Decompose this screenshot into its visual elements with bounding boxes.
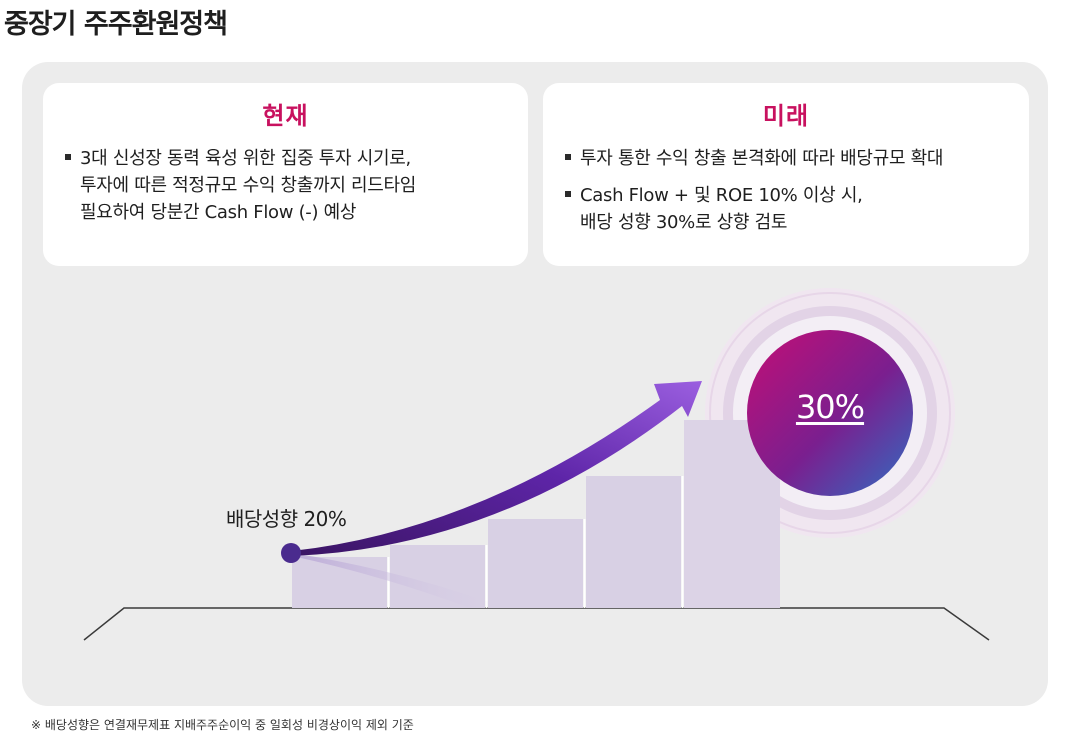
future-bullet-text: Cash Flow + 및 ROE 10% 이상 시, 배당 성향 30%로 상… [580, 185, 863, 233]
current-bullet-text: 3대 신성장 동력 육성 위한 집중 투자 시기로, 투자에 따른 적정규모 수… [80, 148, 417, 223]
arrow-shadow [292, 553, 500, 608]
target-payout-label: 30% [795, 388, 865, 426]
current-card: 현재 3대 신성장 동력 육성 위한 집중 투자 시기로, 투자에 따른 적정규… [43, 83, 528, 266]
square-bullet-icon [65, 154, 71, 160]
bar-3 [488, 519, 583, 608]
future-bullet-text: 투자 통한 수익 창출 본격화에 따라 배당규모 확대 [580, 148, 944, 169]
halo-outer-line [709, 292, 951, 534]
square-bullet-icon [565, 191, 571, 197]
list-item: Cash Flow + 및 ROE 10% 이상 시, 배당 성향 30%로 상… [565, 182, 1019, 236]
square-bullet-icon [565, 154, 571, 160]
footnote: ※ 배당성향은 연결재무제표 지배주주순이익 중 일회성 비경상이익 제외 기준 [31, 718, 414, 732]
list-item: 투자 통한 수익 창출 본격화에 따라 배당규모 확대 [565, 145, 1019, 172]
page-title: 중장기 주주환원정책 [4, 9, 228, 40]
bar-4 [586, 476, 681, 608]
current-card-title: 현재 [262, 102, 309, 130]
future-card-title: 미래 [762, 102, 810, 130]
future-bullet-list: 투자 통한 수익 창출 본격화에 따라 배당규모 확대 Cash Flow + … [565, 145, 1019, 246]
list-item: 3대 신성장 동력 육성 위한 집중 투자 시기로, 투자에 따른 적정규모 수… [65, 145, 518, 226]
target-circle [747, 330, 913, 496]
current-bullet-list: 3대 신성장 동력 육성 위한 집중 투자 시기로, 투자에 따른 적정규모 수… [65, 145, 518, 236]
start-payout-label: 배당성향 20% [226, 507, 347, 531]
growth-arrow [292, 381, 702, 556]
future-card: 미래 투자 통한 수익 창출 본격화에 따라 배당규모 확대 Cash Flow… [543, 83, 1029, 266]
platform-base [84, 608, 989, 640]
start-point-marker [281, 543, 301, 563]
